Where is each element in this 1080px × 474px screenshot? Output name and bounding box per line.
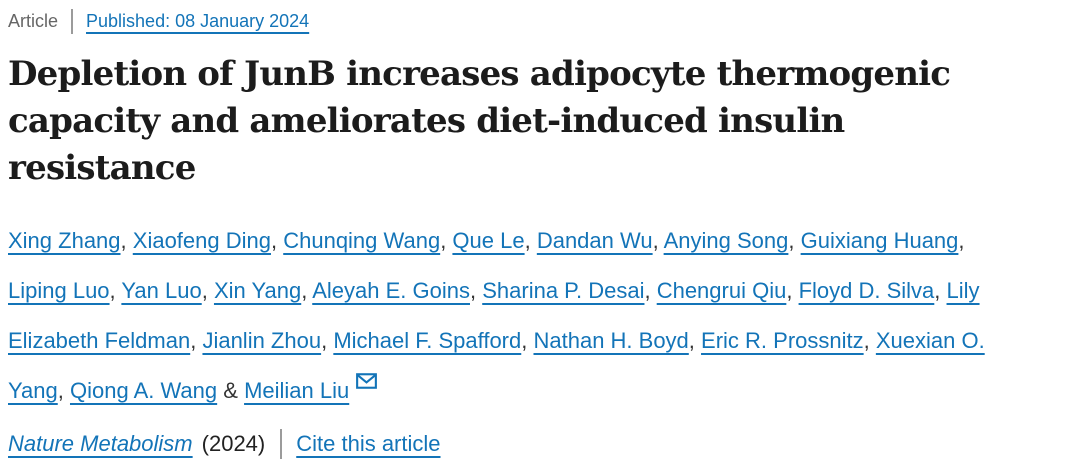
author-comma-separator: ,: [652, 228, 664, 253]
author-link[interactable]: Xing Zhang: [8, 228, 121, 253]
author-link[interactable]: Aleyah E. Goins: [312, 278, 470, 303]
author-link[interactable]: Chengrui Qiu: [656, 278, 787, 303]
author-comma-separator: ,: [321, 328, 334, 353]
author-comma-separator: ,: [863, 328, 876, 353]
author-comma-separator: ,: [644, 278, 657, 303]
author-link[interactable]: Eric R. Prossnitz: [701, 328, 864, 353]
article-type-label: Article: [8, 10, 59, 31]
article-header-page: Article Published: 08 January 2024 Deple…: [8, 6, 1070, 462]
author-ampersand-separator: &: [217, 378, 245, 403]
author-comma-separator: ,: [934, 278, 947, 303]
title-line-2: capacity and ameliorates diet-induced in…: [8, 101, 845, 141]
author-comma-separator: ,: [109, 278, 122, 303]
author-link[interactable]: Nathan H. Boyd: [533, 328, 689, 353]
author-comma-separator: ,: [440, 228, 453, 253]
journal-citation-row: Nature Metabolism (2024) Cite this artic…: [8, 426, 1070, 462]
author-comma-separator: ,: [521, 328, 534, 353]
meta-divider: [71, 8, 74, 34]
author-comma-separator: ,: [788, 228, 801, 253]
author-link[interactable]: Guixiang Huang: [800, 228, 959, 253]
footer-divider: [280, 429, 283, 459]
cite-this-article-link[interactable]: Cite this article: [296, 431, 441, 456]
author-link[interactable]: Chunqing Wang: [283, 228, 441, 253]
author-link[interactable]: Floyd D. Silva: [798, 278, 935, 303]
author-link[interactable]: Yan Luo: [121, 278, 202, 303]
author-comma-separator: ,: [469, 278, 483, 303]
journal-link[interactable]: Nature Metabolism: [8, 431, 193, 456]
author-comma-separator: ,: [958, 228, 965, 253]
author-comma-separator: ,: [201, 278, 214, 303]
author-list: Xing Zhang, Xiaofeng Ding, Chunqing Wang…: [8, 216, 1026, 416]
author-link[interactable]: Xuexian O. Yang: [8, 328, 985, 403]
email-envelope-icon[interactable]: [356, 373, 378, 389]
author-link[interactable]: Sharina P. Desai: [482, 278, 645, 303]
author-comma-separator: ,: [688, 328, 702, 353]
author-link[interactable]: Lily Elizabeth Feldman: [8, 278, 980, 353]
author-comma-separator: ,: [270, 228, 284, 253]
article-meta-row: Article Published: 08 January 2024: [8, 6, 1070, 36]
author-link[interactable]: Meilian Liu: [244, 378, 350, 403]
author-comma-separator: ,: [57, 378, 70, 403]
author-comma-separator: ,: [190, 328, 203, 353]
author-link[interactable]: Qiong A. Wang: [69, 378, 218, 403]
article-title: Depletion of JunB increases adipocyte th…: [8, 51, 1070, 192]
author-link[interactable]: Michael F. Spafford: [333, 328, 522, 353]
title-line-1: Depletion of JunB increases adipocyte th…: [8, 54, 951, 94]
author-link[interactable]: Xin Yang: [213, 278, 302, 303]
author-comma-separator: ,: [786, 278, 799, 303]
author-comma-separator: ,: [524, 228, 537, 253]
author-link[interactable]: Dandan Wu: [536, 228, 653, 253]
author-comma-separator: ,: [120, 228, 133, 253]
author-link[interactable]: Jianlin Zhou: [202, 328, 322, 353]
author-link[interactable]: Xiaofeng Ding: [132, 228, 271, 253]
author-link[interactable]: Que Le: [452, 228, 525, 253]
published-date-link[interactable]: Published: 08 January 2024: [86, 10, 310, 31]
author-link[interactable]: Anying Song: [663, 228, 789, 253]
author-comma-separator: ,: [301, 278, 313, 303]
author-link[interactable]: Liping Luo: [8, 278, 110, 303]
title-line-3: resistance: [8, 148, 196, 188]
publication-year: (2024): [201, 431, 266, 456]
